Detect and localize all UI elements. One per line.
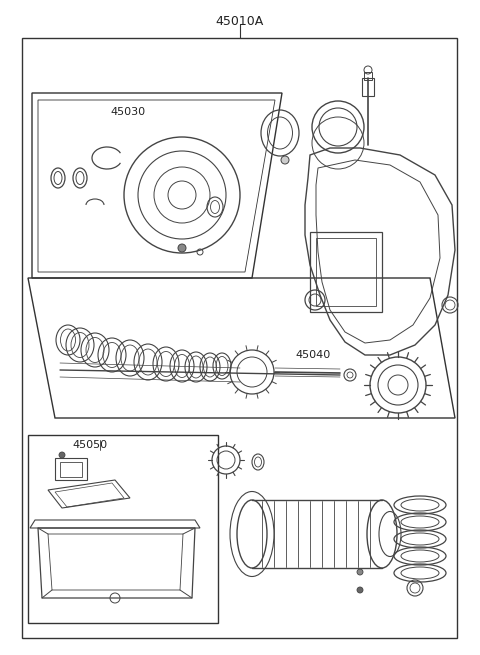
Circle shape (357, 569, 363, 575)
Circle shape (281, 156, 289, 164)
Bar (362, 78, 374, 96)
Text: 45030: 45030 (110, 107, 145, 117)
Text: 45040: 45040 (295, 350, 330, 360)
Bar (310, 232, 382, 312)
Text: 45010A: 45010A (216, 15, 264, 28)
Bar (364, 72, 372, 80)
Bar (55, 458, 87, 480)
Text: 45050: 45050 (72, 440, 107, 450)
Circle shape (59, 452, 65, 458)
Circle shape (357, 587, 363, 593)
Bar (316, 238, 376, 306)
Circle shape (178, 244, 186, 252)
Bar (60, 462, 82, 477)
Bar (28, 435, 218, 623)
